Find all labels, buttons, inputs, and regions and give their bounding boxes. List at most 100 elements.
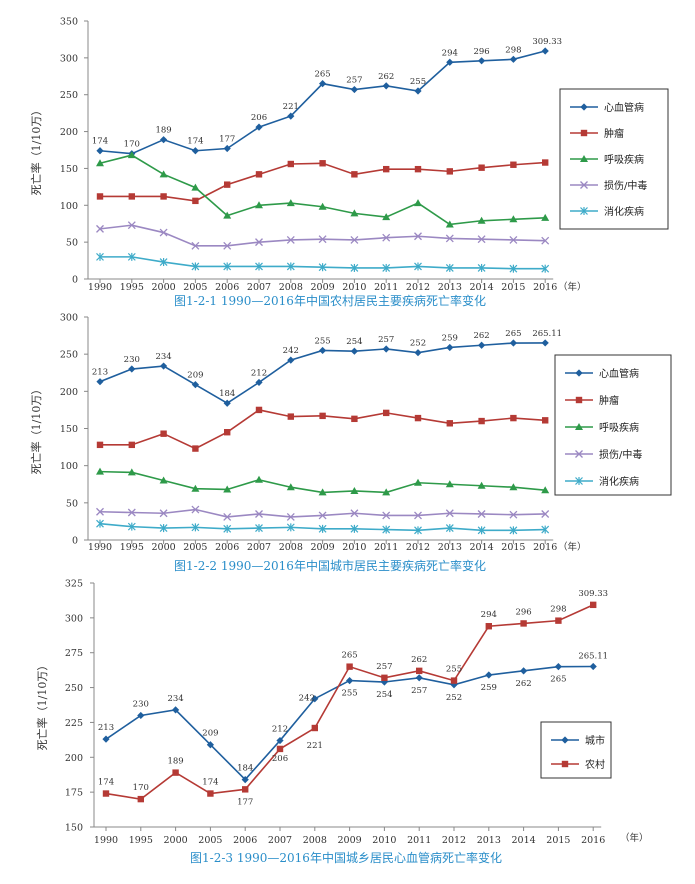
data-label: 309.33	[578, 589, 608, 599]
data-point	[414, 262, 422, 271]
x-tick-label: 2011	[407, 835, 431, 846]
data-point	[96, 159, 104, 167]
data-label: 209	[187, 371, 203, 381]
data-point	[127, 508, 136, 517]
data-point	[380, 678, 388, 686]
data-point	[286, 262, 295, 271]
legend-box	[554, 354, 672, 496]
x-tick-label: 2009	[311, 542, 335, 553]
x-tick-label: 2006	[233, 835, 257, 846]
data-point	[509, 510, 518, 519]
data-point	[96, 519, 104, 528]
data-point	[287, 356, 295, 364]
data-point	[382, 82, 390, 90]
data-label: 221	[283, 102, 299, 112]
x-tick-label: 1995	[120, 542, 144, 553]
data-label: 265	[505, 329, 521, 339]
data-point	[478, 164, 485, 171]
data-point	[276, 745, 284, 753]
data-point	[350, 347, 358, 355]
x-tick-label: 2013	[438, 282, 462, 293]
data-point	[445, 263, 454, 272]
data-point	[160, 430, 167, 437]
data-point	[542, 159, 549, 166]
data-point	[414, 414, 422, 422]
data-point	[192, 445, 199, 452]
data-label: 206	[272, 754, 288, 764]
data-point	[478, 57, 486, 65]
x-tick-label: 2005	[183, 542, 207, 553]
data-label: 254	[346, 337, 362, 347]
data-point	[509, 55, 517, 63]
y-tick-label: 300	[60, 313, 78, 324]
data-point	[96, 147, 104, 155]
data-point	[286, 199, 295, 207]
data-point	[414, 511, 422, 520]
data-point	[311, 695, 319, 703]
series-呼吸疾病	[96, 467, 550, 496]
x-tick-label: 2010	[372, 835, 396, 846]
legend-swatch-marker	[580, 103, 588, 111]
data-point	[414, 478, 422, 486]
data-point	[414, 232, 422, 241]
data-point	[541, 264, 550, 273]
data-point	[350, 85, 358, 94]
data-label: 213	[98, 723, 114, 733]
legend-box	[540, 721, 612, 779]
data-point	[477, 216, 486, 224]
data-point	[382, 263, 391, 272]
legend-swatch-marker	[575, 396, 583, 404]
data-point	[102, 735, 110, 743]
data-label: 252	[446, 693, 462, 703]
data-point	[509, 339, 517, 347]
data-point	[554, 663, 562, 671]
y-tick-label: 250	[65, 683, 83, 694]
x-tick-label: 2016	[533, 282, 557, 293]
data-point	[286, 523, 295, 532]
data-point	[318, 511, 327, 520]
data-point	[346, 677, 354, 685]
x-tick-label: 2012	[406, 542, 430, 553]
series-农村: 174 170 189 174 177 206 221 265 257 262 255 294 296 2…	[98, 589, 608, 808]
data-point	[223, 211, 232, 219]
data-label: 189	[167, 757, 183, 767]
x-tick-label: 2016	[533, 542, 557, 553]
y-tick-label: 0	[72, 275, 78, 286]
series-心血管病: 213 230 234 209 184 212 242 255 254 257 252 259 262 2…	[92, 329, 562, 407]
data-point	[96, 441, 104, 449]
data-label: 234	[155, 352, 171, 362]
data-point	[192, 197, 199, 205]
data-point	[541, 510, 550, 518]
data-point	[541, 47, 549, 55]
data-point	[255, 238, 263, 247]
x-tick-label: 1995	[129, 835, 153, 846]
data-point	[191, 381, 199, 389]
series-消化疾病	[96, 519, 550, 535]
legend-label: 肿瘤	[604, 127, 624, 140]
x-unit-label: （年）	[620, 832, 649, 844]
data-point	[318, 235, 327, 244]
data-label: 230	[133, 699, 149, 709]
x-tick-label: 2015	[501, 282, 525, 293]
data-label: 257	[411, 686, 427, 696]
data-label: 309.33	[532, 37, 562, 47]
legend-swatch-marker	[580, 155, 588, 162]
data-label: 296	[515, 607, 531, 617]
y-tick-label: 200	[65, 753, 83, 764]
legend-swatch-marker	[575, 423, 583, 430]
y-axis-title: 死亡率（1/10万）	[35, 660, 49, 751]
data-label: 212	[251, 368, 267, 378]
legend-swatch-marker	[580, 181, 588, 189]
data-point	[446, 420, 453, 427]
data-label: 259	[442, 333, 458, 343]
data-label: 221	[307, 741, 323, 751]
x-tick-label: 2008	[279, 282, 303, 293]
data-point	[509, 264, 518, 273]
data-point	[382, 488, 391, 496]
data-point	[223, 512, 232, 521]
data-point	[445, 220, 454, 228]
data-point	[414, 526, 422, 535]
data-point	[383, 409, 390, 417]
data-point	[416, 667, 423, 675]
x-tick-label: 2005	[183, 282, 207, 293]
